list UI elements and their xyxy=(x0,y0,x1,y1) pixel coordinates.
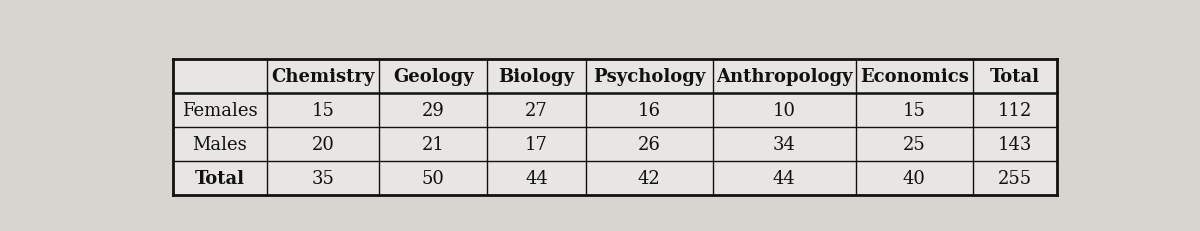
Text: 44: 44 xyxy=(773,169,796,187)
Text: 17: 17 xyxy=(526,135,548,153)
Text: Anthropology: Anthropology xyxy=(716,68,853,86)
Text: 26: 26 xyxy=(638,135,661,153)
Bar xyxy=(973,60,1057,94)
Text: 34: 34 xyxy=(773,135,796,153)
Text: Males: Males xyxy=(192,135,247,153)
Text: Psychology: Psychology xyxy=(593,68,706,86)
Bar xyxy=(973,94,1057,127)
Bar xyxy=(973,127,1057,161)
Text: Total: Total xyxy=(990,68,1040,86)
Text: Females: Females xyxy=(182,101,258,119)
Text: 21: 21 xyxy=(422,135,445,153)
Bar xyxy=(973,161,1057,195)
Text: 255: 255 xyxy=(998,169,1032,187)
Text: 50: 50 xyxy=(422,169,445,187)
Text: 42: 42 xyxy=(638,169,661,187)
Text: 16: 16 xyxy=(638,101,661,119)
Text: 40: 40 xyxy=(902,169,926,187)
Text: 20: 20 xyxy=(312,135,335,153)
Text: 25: 25 xyxy=(904,135,925,153)
Text: Geology: Geology xyxy=(394,68,474,86)
Text: Biology: Biology xyxy=(498,68,575,86)
Text: 143: 143 xyxy=(998,135,1032,153)
Text: 27: 27 xyxy=(526,101,548,119)
Text: Total: Total xyxy=(194,169,245,187)
Text: 10: 10 xyxy=(773,101,796,119)
Text: 112: 112 xyxy=(998,101,1032,119)
Text: 15: 15 xyxy=(902,101,926,119)
Text: 29: 29 xyxy=(422,101,445,119)
Text: 35: 35 xyxy=(312,169,335,187)
Text: 44: 44 xyxy=(526,169,548,187)
Text: Chemistry: Chemistry xyxy=(271,68,374,86)
Text: 15: 15 xyxy=(312,101,335,119)
Text: Economics: Economics xyxy=(860,68,968,86)
